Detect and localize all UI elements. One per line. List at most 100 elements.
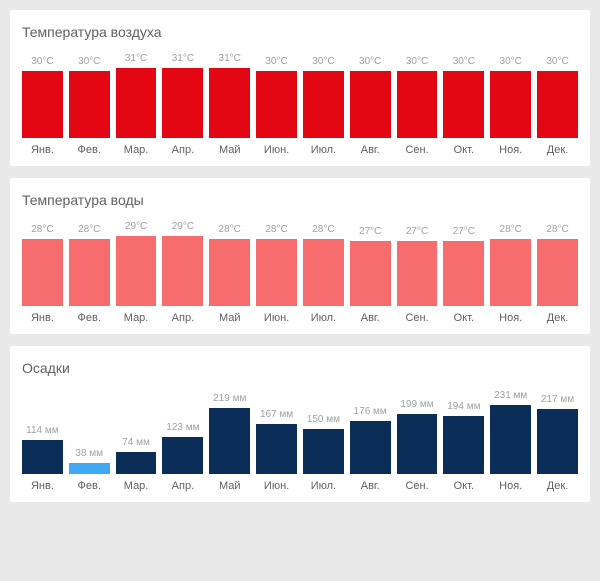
water_temp-bar-rect (443, 241, 484, 306)
precip-bar-rect (69, 463, 110, 474)
water_temp-bar-col: 28°C (22, 218, 63, 306)
month-label: Июл. (303, 312, 344, 324)
water_temp-bar-value: 29°C (172, 221, 194, 232)
precip-bar-col: 231 мм (490, 386, 531, 474)
water_temp-bar-rect (209, 239, 250, 306)
month-label: Мар. (116, 480, 157, 492)
month-label: Сен. (397, 144, 438, 156)
water_temp-bar-rect (537, 239, 578, 306)
water_temp-bar-rect (256, 239, 297, 306)
air_temp-title: Температура воздуха (22, 24, 578, 40)
month-label: Фев. (69, 480, 110, 492)
water_temp-bar-rect (303, 239, 344, 306)
water_temp-bar-value: 28°C (31, 224, 53, 235)
precip-bar-value: 219 мм (213, 393, 246, 404)
precip-bar-col: 176 мм (350, 386, 391, 474)
water_temp-bar-col: 28°C (490, 218, 531, 306)
air_temp-bar-value: 30°C (78, 56, 100, 67)
air_temp-bar-col: 30°C (537, 50, 578, 138)
precip-bar-rect (209, 408, 250, 474)
month-label: Янв. (22, 144, 63, 156)
air_temp-month-labels: Янв.Фев.Мар.Апр.МайИюн.Июл.Авг.Сен.Окт.Н… (22, 144, 578, 156)
precip-bar-col: 219 мм (209, 386, 250, 474)
precip-bar-col: 123 мм (162, 386, 203, 474)
month-label: Ноя. (490, 144, 531, 156)
precip-bar-value: 167 мм (260, 409, 293, 420)
water_temp-bar-col: 27°C (350, 218, 391, 306)
month-label: Окт. (443, 144, 484, 156)
air_temp-bar-rect (443, 71, 484, 139)
air_temp-bar-value: 30°C (406, 56, 428, 67)
water_temp-title: Температура воды (22, 192, 578, 208)
water_temp-bar-value: 28°C (78, 224, 100, 235)
month-label: Май (209, 312, 250, 324)
precip-bar-rect (22, 440, 63, 474)
month-label: Фев. (69, 144, 110, 156)
month-label: Июл. (303, 144, 344, 156)
month-label: Мар. (116, 144, 157, 156)
precip-title: Осадки (22, 360, 578, 376)
air_temp-bar-value: 30°C (31, 56, 53, 67)
water_temp-bar-value: 28°C (219, 224, 241, 235)
month-label: Апр. (162, 144, 203, 156)
month-label: Апр. (162, 312, 203, 324)
air_temp-bar-col: 30°C (69, 50, 110, 138)
month-label: Авг. (350, 312, 391, 324)
month-label: Май (209, 144, 250, 156)
air_temp-bar-value: 30°C (265, 56, 287, 67)
precip-bar-rect (443, 416, 484, 474)
air_temp-bar-col: 30°C (303, 50, 344, 138)
month-label: Авг. (350, 480, 391, 492)
precip-bar-value: 176 мм (354, 406, 387, 417)
air_temp-bar-col: 30°C (350, 50, 391, 138)
water_temp-bar-value: 28°C (546, 224, 568, 235)
air_temp-bar-col: 31°C (209, 50, 250, 138)
water_temp-bar-col: 28°C (69, 218, 110, 306)
air_temp-bar-col: 30°C (256, 50, 297, 138)
water_temp-bar-value: 29°C (125, 221, 147, 232)
month-label: Янв. (22, 480, 63, 492)
water_temp-bar-value: 27°C (453, 226, 475, 237)
air_temp-bar-value: 30°C (546, 56, 568, 67)
water_temp-bar-col: 27°C (397, 218, 438, 306)
water_temp-bar-rect (490, 239, 531, 306)
precip-bar-value: 114 мм (26, 425, 58, 436)
water_temp-bar-rect (350, 241, 391, 306)
precip-bar-col: 199 мм (397, 386, 438, 474)
precip-bar-rect (116, 452, 157, 474)
air_temp-bar-value: 30°C (500, 56, 522, 67)
precip-bar-value: 74 мм (122, 437, 150, 448)
month-label: Дек. (537, 480, 578, 492)
month-label: Мар. (116, 312, 157, 324)
precip-bar-value: 123 мм (166, 422, 199, 433)
water_temp-bar-col: 28°C (256, 218, 297, 306)
month-label: Ноя. (490, 312, 531, 324)
water_temp-bar-value: 28°C (265, 224, 287, 235)
air_temp-bar-col: 30°C (22, 50, 63, 138)
air_temp-bar-value: 30°C (312, 56, 334, 67)
month-label: Сен. (397, 480, 438, 492)
precip-bar-col: 217 мм (537, 386, 578, 474)
precip-bar-value: 150 мм (307, 414, 340, 425)
water_temp-bar-rect (69, 239, 110, 306)
precip-bars: 114 мм38 мм74 мм123 мм219 мм167 мм150 мм… (22, 386, 578, 474)
precip-bar-value: 194 мм (447, 401, 480, 412)
air_temp-bars: 30°C30°C31°C31°C31°C30°C30°C30°C30°C30°C… (22, 50, 578, 138)
precip-bar-value: 217 мм (541, 394, 574, 405)
precip-panel: Осадки114 мм38 мм74 мм123 мм219 мм167 мм… (10, 346, 590, 502)
water_temp-bar-value: 28°C (312, 224, 334, 235)
precip-bar-col: 194 мм (443, 386, 484, 474)
air_temp-panel: Температура воздуха30°C30°C31°C31°C31°C3… (10, 10, 590, 166)
air_temp-bar-col: 30°C (490, 50, 531, 138)
water_temp-bar-rect (162, 236, 203, 306)
month-label: Дек. (537, 312, 578, 324)
water_temp-bar-value: 28°C (500, 224, 522, 235)
precip-month-labels: Янв.Фев.Мар.Апр.МайИюн.Июл.Авг.Сен.Окт.Н… (22, 480, 578, 492)
month-label: Окт. (443, 312, 484, 324)
water_temp-bar-col: 27°C (443, 218, 484, 306)
precip-bar-rect (350, 421, 391, 474)
month-label: Окт. (443, 480, 484, 492)
month-label: Авг. (350, 144, 391, 156)
water_temp-bar-col: 29°C (116, 218, 157, 306)
precip-bar-col: 150 мм (303, 386, 344, 474)
